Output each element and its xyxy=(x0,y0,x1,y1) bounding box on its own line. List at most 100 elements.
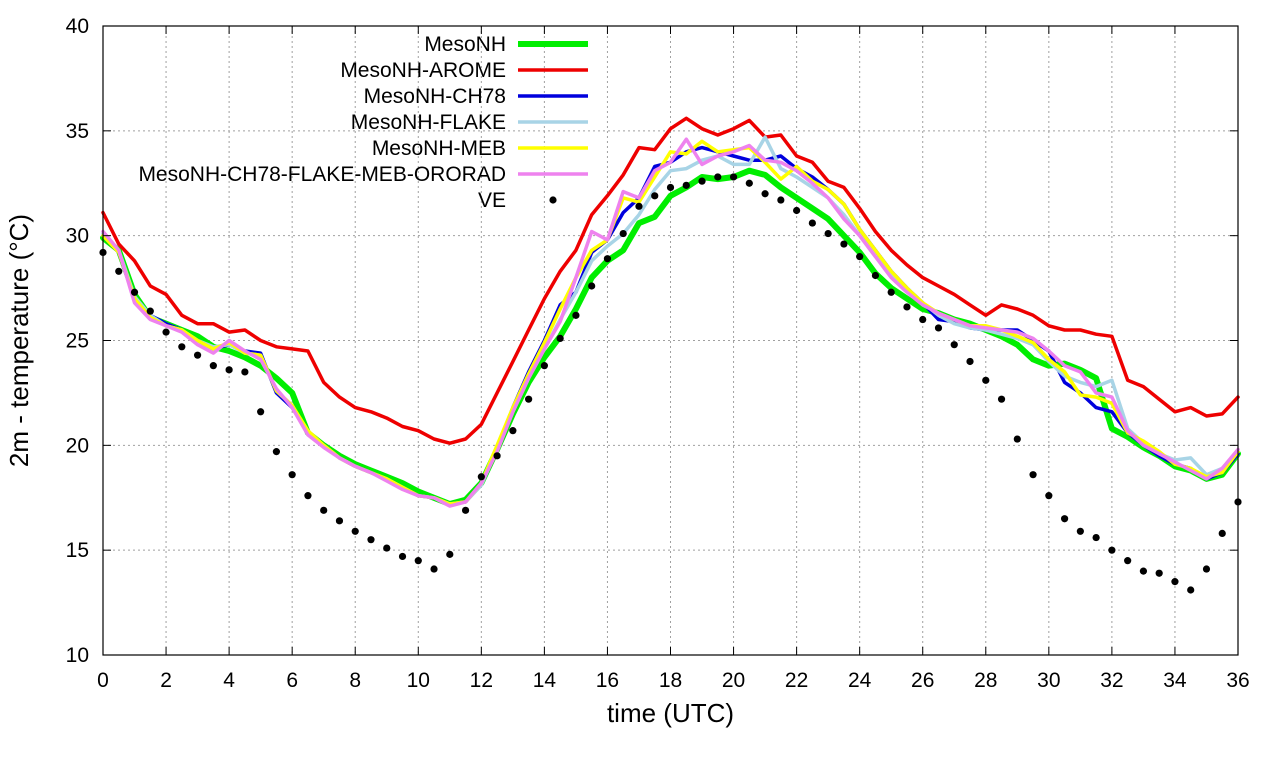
data-point-ve xyxy=(966,357,974,366)
data-point-ve xyxy=(871,271,880,280)
data-point-ve xyxy=(761,190,769,198)
y-tick-label: 20 xyxy=(66,434,89,457)
x-tick-label: 30 xyxy=(1037,669,1060,692)
data-point-ve xyxy=(588,282,596,290)
data-point-ve xyxy=(320,506,328,514)
data-point-ve xyxy=(446,550,454,558)
x-tick-label: 32 xyxy=(1100,669,1123,692)
legend-label: MesoNH-AROME xyxy=(340,59,506,82)
x-tick-label: 36 xyxy=(1226,669,1249,692)
data-point-ve xyxy=(982,376,990,384)
data-point-ve xyxy=(225,366,233,374)
data-point-ve xyxy=(572,311,580,319)
data-point-ve xyxy=(666,183,675,192)
x-tick-label: 2 xyxy=(160,669,172,692)
series-line-mesonh xyxy=(100,167,1241,507)
x-axis-title: time (UTC) xyxy=(607,698,734,728)
legend-label: MesoNH-MEB xyxy=(372,137,506,160)
data-point-ve xyxy=(130,288,139,296)
data-point-ve xyxy=(1171,578,1179,586)
series-line-mesonh-arome xyxy=(101,116,1240,445)
y-tick-label: 30 xyxy=(66,225,89,248)
legend-item-mesonh: MesoNH xyxy=(424,33,588,56)
data-point-ve xyxy=(414,557,422,565)
data-point-ve xyxy=(209,362,217,370)
legend-label: MesoNH xyxy=(424,33,506,56)
plot-series xyxy=(99,116,1242,594)
y-tick-label: 15 xyxy=(66,539,89,562)
data-point-ve xyxy=(162,328,170,336)
x-tick-label: 12 xyxy=(470,669,493,692)
data-point-ve xyxy=(1076,527,1084,535)
data-point-ve xyxy=(1218,529,1226,537)
data-point-ve xyxy=(840,240,848,248)
data-point-ve xyxy=(1029,471,1037,479)
legend-item-ve: VE xyxy=(478,189,557,212)
data-point-ve xyxy=(903,303,911,311)
legend-item-mesonh-flake: MesoNH-FLAKE xyxy=(351,111,588,134)
x-tick-label: 20 xyxy=(722,669,745,692)
legend-item-mesonh-meb: MesoNH-MEB xyxy=(372,137,588,160)
data-point-ve xyxy=(856,253,864,261)
data-point-ve xyxy=(241,368,249,376)
series-line-mesonh-ch78-flake-meb-ororad xyxy=(101,137,1240,508)
data-point-ve xyxy=(729,173,738,181)
data-point-ve xyxy=(493,452,501,460)
data-point-ve xyxy=(1187,586,1195,594)
data-point-ve xyxy=(934,324,943,332)
x-tick-label: 34 xyxy=(1163,669,1187,692)
data-point-ve xyxy=(1202,565,1211,573)
data-point-ve xyxy=(178,343,186,351)
data-point-ve xyxy=(525,395,533,403)
data-point-ve xyxy=(1045,492,1053,500)
data-point-ve xyxy=(367,536,375,544)
data-point-ve xyxy=(651,192,659,200)
grid xyxy=(103,26,1238,655)
data-point-ve xyxy=(146,307,154,315)
series-ve xyxy=(99,173,1242,594)
y-tick-label: 35 xyxy=(66,120,89,143)
x-tick-label: 10 xyxy=(407,669,430,692)
data-point-ve xyxy=(556,334,564,343)
x-tick-label: 14 xyxy=(533,669,557,692)
legend-item-mesonh-ch78-flake-meb-ororad: MesoNH-CH78-FLAKE-MEB-ORORAD xyxy=(138,163,588,186)
y-axis-title: 2m - temperature (°C) xyxy=(4,214,34,467)
data-point-ve xyxy=(509,427,517,435)
data-point-ve xyxy=(997,395,1006,403)
legend-label: VE xyxy=(478,189,506,212)
data-point-ve xyxy=(745,179,753,187)
data-point-ve xyxy=(304,492,312,500)
legend-label: MesoNH-FLAKE xyxy=(351,111,506,134)
data-point-ve xyxy=(1155,569,1163,577)
legend: MesoNH MesoNH-AROME MesoNH-CH78 MesoNH-FLAK… xyxy=(138,33,588,212)
legend-label: MesoNH-CH78-FLAKE-MEB-ORORAD xyxy=(138,163,506,186)
data-point-ve xyxy=(115,267,123,275)
data-point-ve xyxy=(1108,546,1116,554)
data-point-ve xyxy=(288,471,296,479)
data-point-ve xyxy=(335,517,344,525)
data-point-ve xyxy=(919,315,927,324)
axis-ticks xyxy=(102,25,1239,656)
data-point-ve xyxy=(1060,515,1069,523)
y-tick-label: 25 xyxy=(66,330,89,353)
data-point-ve xyxy=(1013,435,1021,443)
data-point-ve xyxy=(257,408,265,416)
data-point-ve xyxy=(793,206,801,215)
data-point-ve xyxy=(398,552,407,561)
data-point-ve xyxy=(272,448,281,456)
data-point-ve xyxy=(777,196,785,204)
data-point-ve xyxy=(461,506,470,514)
data-point-ve xyxy=(383,544,391,552)
legend-swatch xyxy=(549,196,557,204)
x-tick-label: 24 xyxy=(848,669,872,692)
x-tick-label: 6 xyxy=(286,669,298,692)
x-tick-label: 26 xyxy=(911,669,934,692)
data-point-ve xyxy=(603,255,612,263)
data-point-ve xyxy=(824,229,832,238)
x-tick-label: 0 xyxy=(97,669,109,692)
y-tick-label: 10 xyxy=(66,644,89,667)
data-point-ve xyxy=(619,229,627,238)
data-point-ve xyxy=(193,351,202,359)
legend-item-mesonh-arome: MesoNH-AROME xyxy=(340,59,588,82)
legend-label: MesoNH-CH78 xyxy=(364,85,506,108)
